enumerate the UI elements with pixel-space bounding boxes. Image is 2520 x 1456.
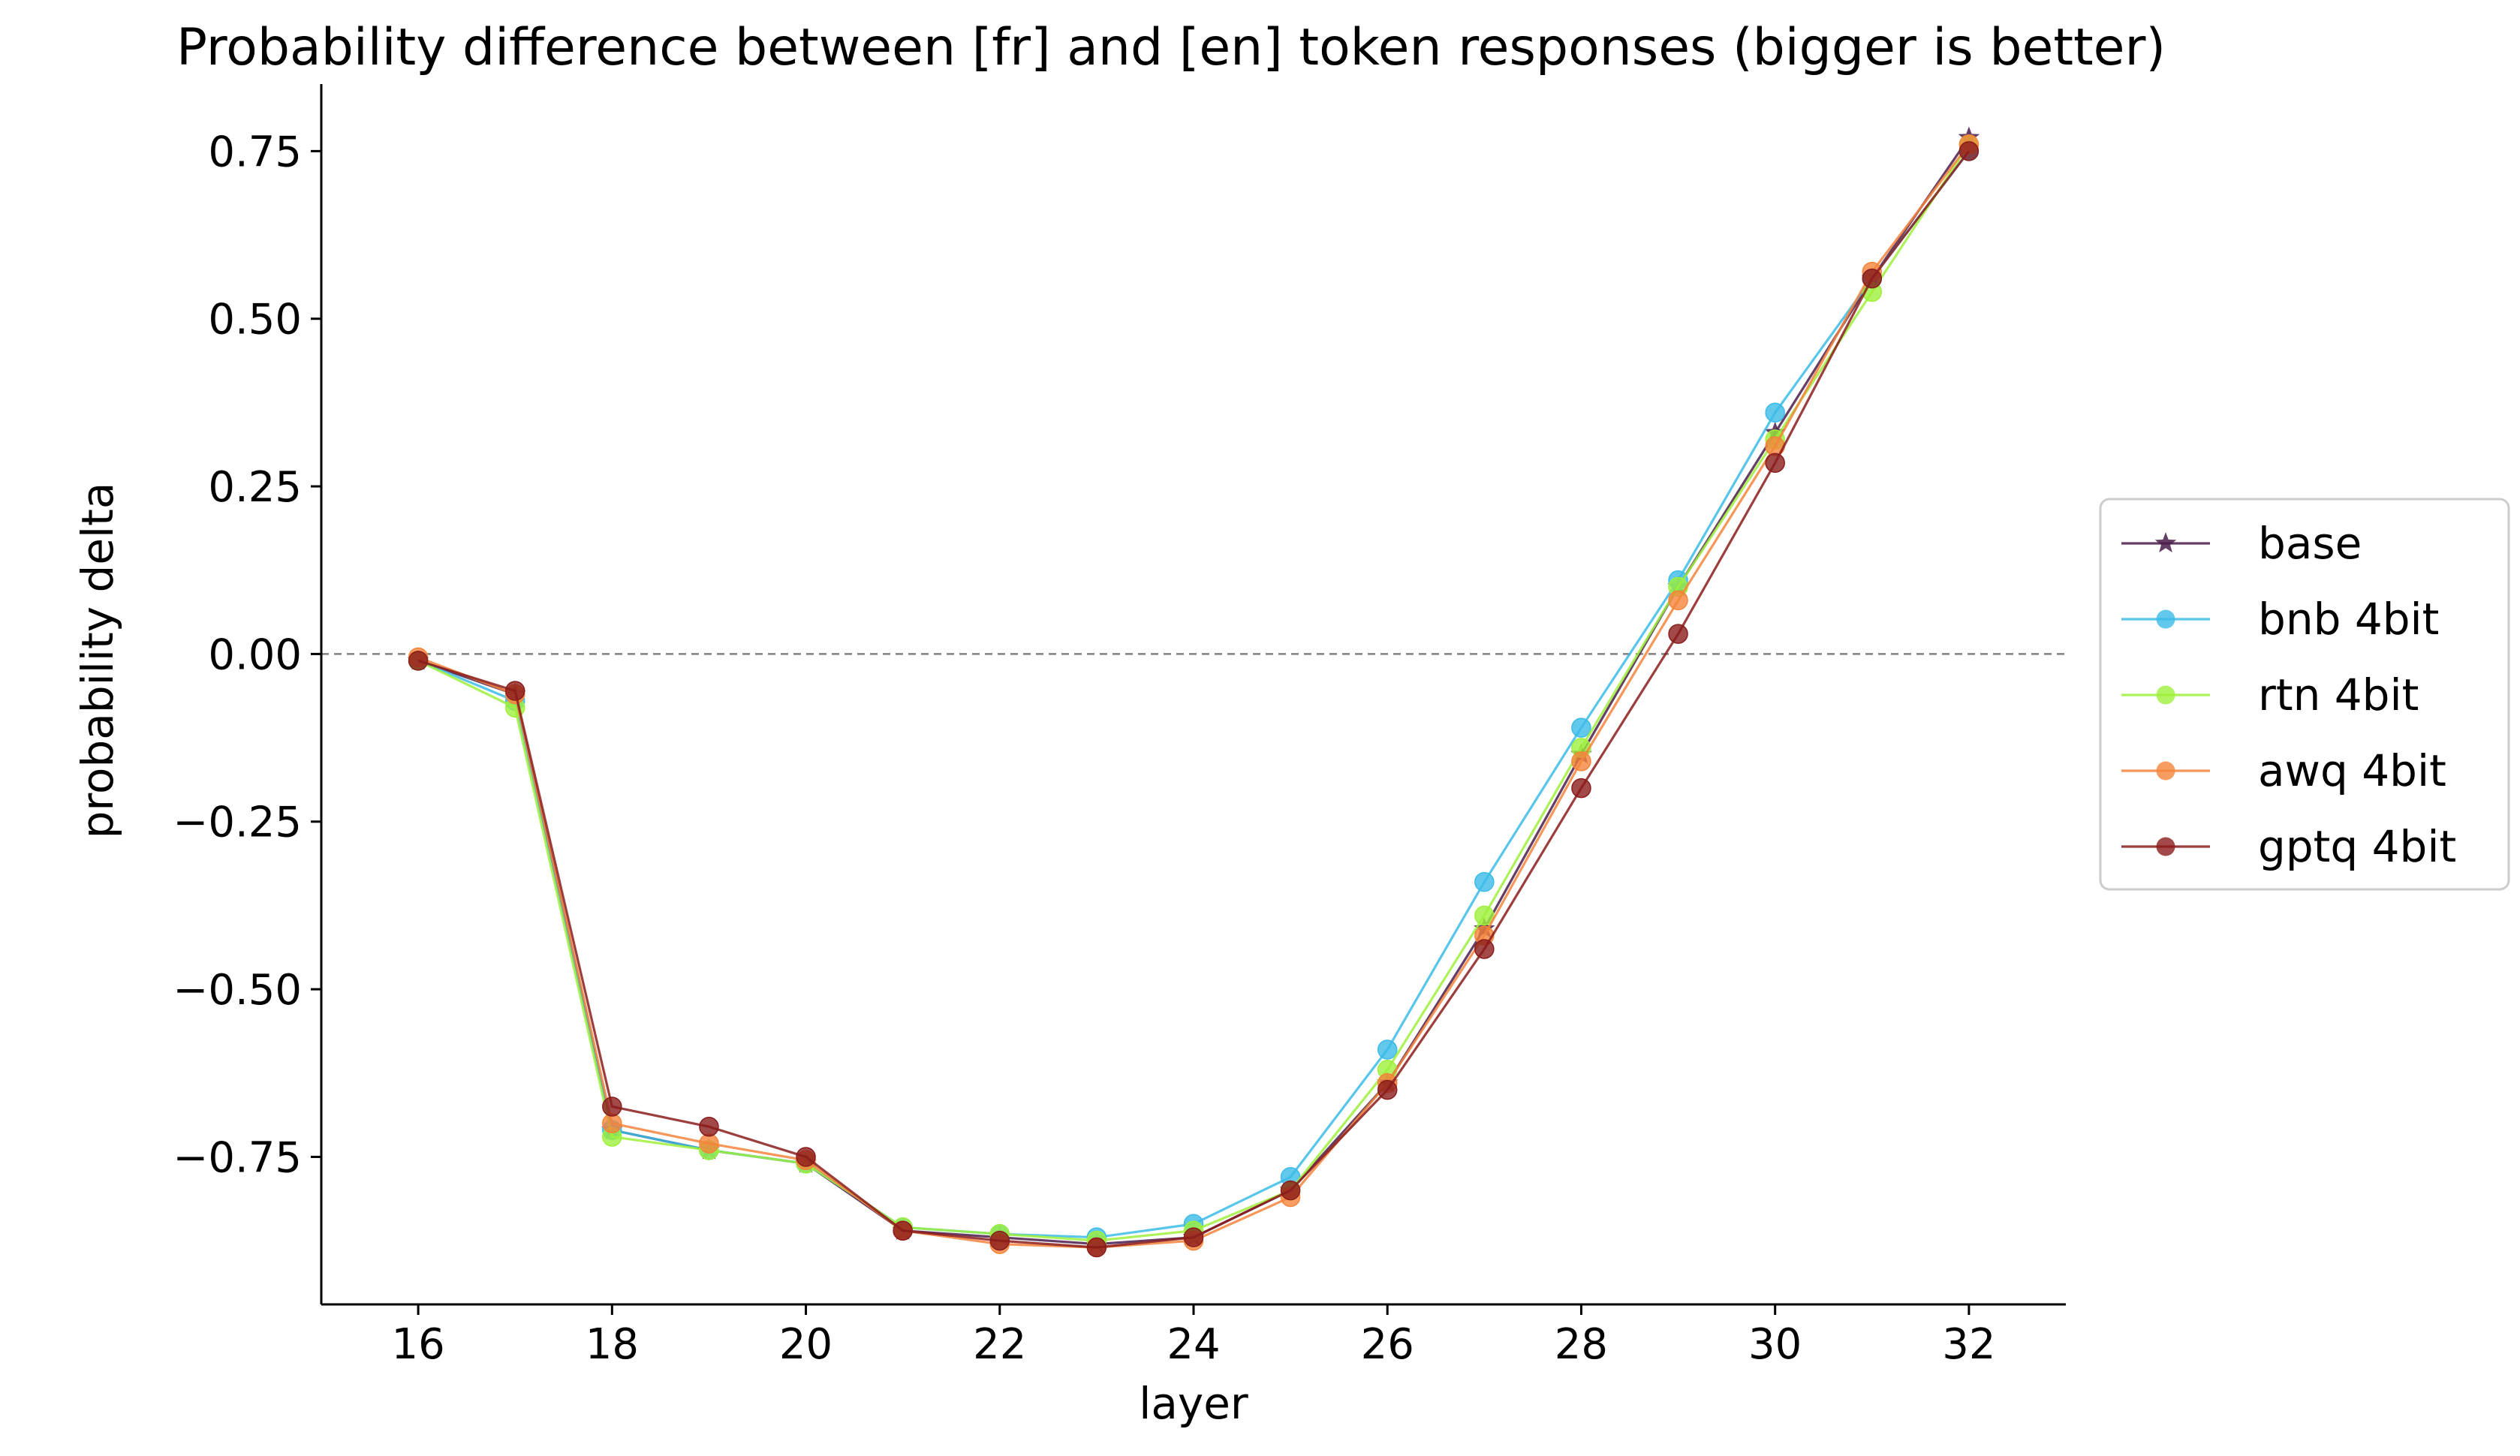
data-point-awq-4bit <box>602 1113 622 1134</box>
legend-swatch-marker <box>2156 609 2175 629</box>
x-tick-label: 32 <box>1942 1320 1995 1369</box>
data-point-gptq-4bit <box>893 1220 913 1241</box>
chart-title: Probability difference between [fr] and … <box>176 18 2166 77</box>
data-point-gptq-4bit <box>1474 939 1495 959</box>
legend-label: rtn 4bit <box>2258 669 2419 720</box>
legend-label: base <box>2258 518 2362 569</box>
series-base <box>407 126 1980 1253</box>
data-point-gptq-4bit <box>989 1230 1010 1251</box>
data-point-gptq-4bit <box>1377 1079 1398 1100</box>
x-ticks: 16 18 20 22 24 26 28 30 32 <box>391 1304 1996 1369</box>
data-point-gptq-4bit <box>1280 1180 1301 1201</box>
x-tick-label: 30 <box>1748 1320 1802 1369</box>
legend-swatch-marker <box>2156 837 2175 856</box>
series-line-rtn-4bit <box>417 143 1971 1242</box>
series-layer <box>407 126 1980 1258</box>
data-point-gptq-4bit <box>1086 1237 1107 1258</box>
legend-item-bnb-4bit: bnb 4bit <box>2121 594 2439 645</box>
data-point-bnb-4bit <box>1474 871 1495 892</box>
legend-swatch-marker <box>2154 532 2177 553</box>
y-tick-label: 0.50 <box>208 296 302 344</box>
data-point-gptq-4bit <box>1183 1227 1204 1247</box>
legend-item-gptq-4bit: gptq 4bit <box>2121 821 2456 872</box>
legend-label: gptq 4bit <box>2258 821 2456 872</box>
data-point-gptq-4bit <box>1958 141 1980 161</box>
x-axis-label: layer <box>1139 1378 1248 1429</box>
legend-frame <box>2099 498 2510 891</box>
series-line-bnb-4bit <box>417 150 1971 1239</box>
y-ticks: 0.75 0.50 0.25 0.00 −0.25 −0.50 −0.75 <box>173 128 321 1182</box>
legend-swatch-marker <box>2156 685 2175 705</box>
data-point-gptq-4bit <box>408 651 429 671</box>
series-awq-4bit <box>408 134 1980 1258</box>
data-point-bnb-4bit <box>1571 717 1591 738</box>
legend-items: base bnb 4bit rtn 4bit awq 4bit gptq 4bit <box>2121 518 2456 872</box>
data-point-bnb-4bit <box>1765 402 1785 423</box>
series-rtn-4bit <box>408 134 1980 1251</box>
legend-label: awq 4bit <box>2258 745 2446 796</box>
data-point-awq-4bit <box>1571 751 1591 772</box>
legend-item-awq-4bit: awq 4bit <box>2121 745 2446 796</box>
y-axis-label: probability delta <box>72 483 123 839</box>
y-tick-label: −0.25 <box>173 799 302 847</box>
y-tick-label: 0.25 <box>208 463 302 512</box>
axes-layer <box>320 84 2066 1306</box>
x-tick-label: 16 <box>391 1320 444 1369</box>
x-tick-label: 20 <box>779 1320 832 1369</box>
data-point-gptq-4bit <box>1765 453 1785 474</box>
legend: base bnb 4bit rtn 4bit awq 4bit gptq 4bit <box>2099 498 2510 891</box>
y-tick-label: −0.50 <box>173 966 302 1015</box>
data-point-awq-4bit <box>1668 590 1688 611</box>
legend-swatch-marker <box>2156 761 2175 781</box>
data-point-gptq-4bit <box>504 681 525 701</box>
data-point-awq-4bit <box>699 1133 719 1154</box>
series-line-base <box>417 137 1971 1246</box>
data-point-rtn-4bit <box>1474 905 1495 926</box>
series-bnb-4bit <box>408 141 1980 1247</box>
data-point-gptq-4bit <box>602 1097 622 1117</box>
data-point-gptq-4bit <box>796 1147 816 1167</box>
x-tick-label: 18 <box>586 1320 639 1369</box>
legend-item-rtn-4bit: rtn 4bit <box>2121 669 2419 720</box>
x-tick-label: 24 <box>1167 1320 1220 1369</box>
data-point-bnb-4bit <box>1377 1039 1398 1060</box>
x-tick-label: 28 <box>1555 1320 1608 1369</box>
x-tick-label: 26 <box>1361 1320 1414 1369</box>
legend-label: bnb 4bit <box>2258 594 2439 645</box>
y-tick-label: −0.75 <box>173 1133 302 1182</box>
data-point-gptq-4bit <box>699 1116 719 1137</box>
y-tick-label: 0.00 <box>208 630 302 679</box>
data-point-gptq-4bit <box>1862 268 1883 289</box>
series-line-gptq-4bit <box>417 150 1971 1249</box>
x-tick-label: 22 <box>973 1320 1026 1369</box>
series-gptq-4bit <box>408 141 1980 1258</box>
series-line-awq-4bit <box>417 143 1971 1249</box>
y-tick-label: 0.75 <box>208 128 302 176</box>
legend-item-base: base <box>2121 518 2362 569</box>
data-point-gptq-4bit <box>1571 778 1591 799</box>
data-point-gptq-4bit <box>1668 624 1688 644</box>
